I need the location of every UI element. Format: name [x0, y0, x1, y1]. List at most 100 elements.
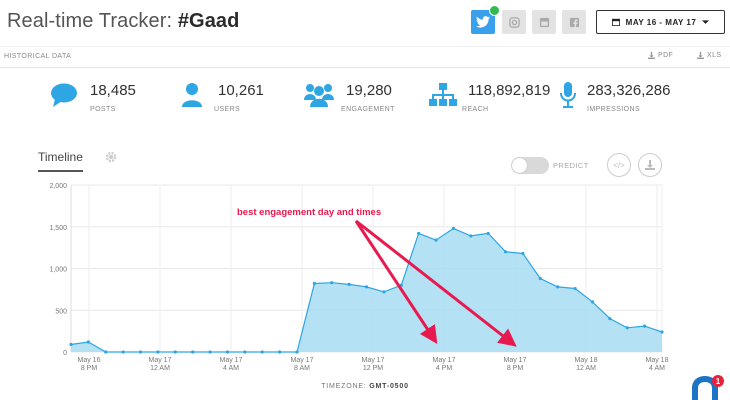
data-point — [208, 350, 212, 354]
data-point — [643, 324, 647, 328]
download-icon — [648, 52, 655, 59]
data-point — [312, 281, 316, 286]
stat-value: 19,280 — [346, 82, 392, 99]
page-title: Real-time Tracker: #Gaad — [7, 10, 239, 33]
y-tick-label: 0 — [63, 350, 67, 357]
data-point — [156, 350, 160, 354]
chat-widget-icon[interactable]: 1 — [690, 374, 724, 400]
data-point — [521, 251, 525, 256]
data-point — [590, 300, 595, 304]
timezone-label: TIMEZONE: — [321, 383, 367, 390]
x-tick-label: May 16 — [78, 357, 101, 364]
tab-timeline[interactable]: Timeline — [38, 150, 83, 172]
y-tick-label: 2,000 — [49, 183, 67, 190]
facebook-button[interactable] — [562, 10, 586, 34]
embed-icon: </> — [613, 160, 625, 170]
x-tick-label: May 17 — [504, 357, 527, 364]
data-point — [556, 285, 560, 289]
data-point — [382, 290, 386, 294]
historical-data-label: HISTORICAL DATA — [4, 53, 72, 60]
embed-button[interactable]: </> — [607, 153, 631, 177]
data-point — [69, 342, 73, 347]
predict-label: PREDICT — [553, 161, 589, 170]
x-tick-label: May 17 — [220, 357, 243, 364]
data-point — [260, 350, 264, 354]
instagram-icon — [508, 16, 520, 28]
chat-bubble-icon — [51, 83, 77, 107]
gear-icon[interactable] — [105, 151, 117, 163]
y-tick-label: 1,000 — [49, 267, 67, 274]
x-tick-sublabel: 4 AM — [649, 365, 665, 372]
annotation-arrow — [355, 219, 517, 347]
timezone-value: GMT-0500 — [369, 383, 409, 390]
youtube-button[interactable] — [532, 10, 556, 34]
data-point — [451, 226, 456, 231]
data-point — [608, 317, 612, 321]
sitemap-icon — [429, 83, 457, 106]
historical-data-bar: HISTORICAL DATA PDF XLS — [0, 46, 730, 68]
stat-label: POSTS — [90, 106, 116, 113]
x-tick-label: May 17 — [433, 357, 456, 364]
stat-label: REACH — [462, 106, 489, 113]
annotation-arrow — [354, 220, 438, 345]
x-tick-sublabel: 8 PM — [81, 365, 98, 372]
data-point — [364, 285, 369, 289]
stat-label: IMPRESSIONS — [587, 106, 641, 113]
xls-export-link[interactable]: XLS — [697, 52, 721, 59]
data-point — [243, 350, 247, 354]
x-tick-sublabel: 4 PM — [436, 365, 453, 372]
date-range-button[interactable]: MAY 16 - MAY 17 — [596, 10, 725, 34]
user-icon — [182, 83, 202, 107]
data-point — [330, 281, 334, 285]
group-icon — [304, 84, 334, 107]
data-point — [173, 350, 177, 354]
youtube-icon — [539, 17, 549, 27]
x-tick-label: May 17 — [362, 357, 385, 364]
x-tick-sublabel: 12 AM — [150, 365, 170, 372]
data-point — [660, 330, 664, 334]
data-point — [277, 350, 282, 354]
stat-label: ENGAGEMENT — [341, 106, 395, 113]
svg-text:1: 1 — [716, 377, 721, 386]
xls-label: XLS — [707, 52, 722, 59]
data-point — [86, 340, 90, 344]
data-point — [486, 231, 490, 236]
stat-value: 18,485 — [90, 82, 136, 99]
x-tick-label: May 18 — [575, 357, 598, 364]
x-tick-sublabel: 8 PM — [507, 365, 524, 372]
x-tick-sublabel: 12 AM — [576, 365, 596, 372]
download-icon — [697, 52, 704, 59]
x-tick-label: May 17 — [291, 357, 314, 364]
data-point — [417, 231, 421, 236]
header: Real-time Tracker: #Gaad MAY 16 - MAY 17 — [0, 0, 730, 46]
instagram-button[interactable] — [502, 10, 526, 34]
data-point — [503, 250, 508, 254]
data-point — [295, 350, 299, 354]
data-point — [573, 286, 577, 291]
engagement-area — [71, 228, 662, 352]
x-tick-sublabel: 12 PM — [363, 365, 383, 372]
twitter-icon — [476, 16, 490, 28]
predict-toggle[interactable] — [511, 157, 549, 174]
x-tick-sublabel: 4 AM — [223, 365, 239, 372]
data-point — [434, 238, 438, 242]
data-point — [104, 350, 108, 354]
data-point — [469, 234, 473, 238]
pdf-export-link[interactable]: PDF — [648, 52, 673, 59]
twitter-button[interactable] — [471, 5, 500, 34]
stat-label: USERS — [214, 106, 241, 113]
x-tick-sublabel: 8 AM — [294, 365, 310, 372]
y-tick-label: 1,500 — [49, 225, 67, 232]
data-point — [121, 350, 125, 354]
download-button[interactable] — [638, 153, 662, 177]
annotation-text: best engagement day and times — [237, 207, 381, 218]
stat-value: 118,892,819 — [468, 82, 551, 99]
caret-down-icon — [702, 19, 710, 24]
timezone: TIMEZONE: GMT-0500 — [0, 383, 730, 390]
data-point — [138, 350, 143, 354]
x-tick-label: May 17 — [149, 357, 172, 364]
title-hashtag: #Gaad — [177, 10, 240, 32]
data-point — [225, 350, 230, 354]
toggle-knob — [512, 158, 527, 173]
